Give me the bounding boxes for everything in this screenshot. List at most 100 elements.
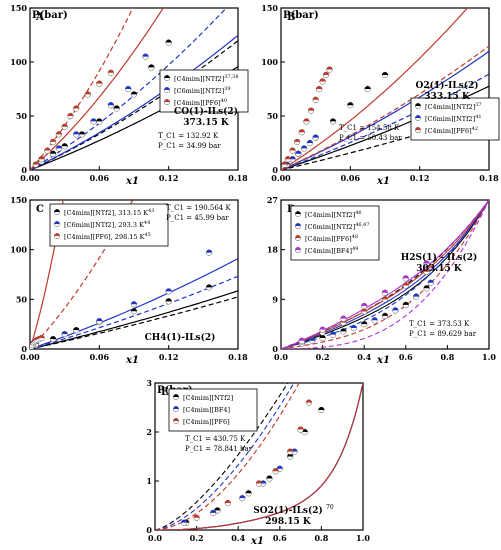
legend-box [410,97,500,141]
y-tick-label: 150 [10,195,27,205]
marker-half [281,161,288,165]
model-curve [155,383,289,530]
data-point [319,326,326,333]
data-point [61,143,68,150]
legend-marker [173,406,179,412]
x-axis-label: x1 [125,355,139,366]
model-curves [281,200,489,349]
data-point [84,91,91,98]
marker-half [427,279,434,283]
data-point [32,161,39,168]
x-tick-label: 0.2 [190,533,204,543]
model-curve [281,200,489,349]
marker-half [79,131,85,135]
data-point [38,334,45,342]
data-point [340,315,347,322]
data-point [205,249,213,256]
y-tick-label: 50 [267,111,279,121]
marker-half [165,298,172,302]
marker-half [287,448,294,452]
data-point [255,480,263,487]
critical-value: P_C1 = 45.99 bar [166,214,229,222]
data-point [326,66,333,73]
marker-half [361,303,368,306]
legend-box [49,203,169,247]
marker-half [84,91,91,95]
x-tick-label: 0.0 [148,533,162,543]
marker-half [73,105,80,109]
marker-half [340,328,347,332]
critical-value: P_C1 = 34.99 bar [158,142,221,150]
legend-entry: [C4mim][NTf2] [183,394,233,402]
marker-half [382,289,388,293]
plot-frame [280,7,490,171]
system-label: H2S(1) - ILs(2) [401,252,477,263]
legend-entry: [C4mim][PF6] [183,418,230,426]
legend-entry: [C4mim][PF6], 298.15 K45 [64,232,151,241]
legend-entry: [C6mim][NTf2]46,47 [305,222,370,231]
data-point [303,118,310,125]
marker-half [382,296,388,300]
y-tick-label: 50 [16,294,28,304]
marker-half [402,301,409,305]
marker-half [371,317,378,321]
data-point [423,260,430,267]
data-point [90,118,97,125]
legend-marker [295,223,301,229]
temperature-label: 373.15 K [183,118,230,128]
critical-value: T_C1 = 132.92 K [158,132,219,140]
model-curves [30,200,238,349]
legend-entry: [C6mim][NTf2]41 [425,114,482,123]
data-point [381,289,389,296]
model-curve [281,200,489,349]
panel-label: A [35,12,44,23]
x-axis-label: x1 [376,355,390,366]
marker-half [347,102,354,106]
marker-half [312,96,319,100]
marker-half [193,514,200,518]
legend-marker [415,115,421,121]
marker-half [364,86,371,89]
data-point [67,112,74,120]
marker-half [245,490,252,494]
data-point [371,317,378,324]
marker-half [415,115,421,118]
marker-half [298,337,305,341]
data-point [193,514,200,521]
x-axis-label: x1 [125,176,139,187]
data-point [78,131,86,138]
data-point [44,147,51,154]
panel-label: C [36,204,44,215]
x-tick-label: 0.06 [90,173,110,183]
marker-half [295,211,301,214]
x-tick-label: 0.12 [159,352,178,362]
temperature-label: 298.15 K [265,517,312,527]
x-tick-label: 0.18 [228,352,248,362]
legend: [C4mim][NTf2] [C4mim][BF4] [C4mim][PF6] [168,388,258,432]
marker-half [96,118,103,122]
y-tick-label: 2 [146,427,152,437]
legend-box [168,388,258,432]
critical-value: P_C1 = 89.629 bar [409,330,477,338]
data-point [289,147,296,154]
data-point [295,150,302,157]
data-point [224,499,231,507]
marker-half [289,147,296,151]
critical-value: P_C1 = 50.43 bar [339,134,402,142]
y-tick-label: 3 [146,378,152,388]
marker-half [295,247,301,250]
legend-marker [295,235,301,241]
marker-half [50,150,57,154]
marker-half [319,326,326,330]
y-tick-label: 100 [261,57,278,67]
y-tick-label: 0 [272,165,278,175]
model-curve [281,73,489,170]
marker-half [142,53,149,57]
data-point [423,285,430,292]
model-curve [30,34,238,170]
model-curve [30,200,64,349]
marker-half [107,69,114,73]
data-point [61,330,68,338]
data-point [402,301,409,309]
data-point [402,282,409,289]
